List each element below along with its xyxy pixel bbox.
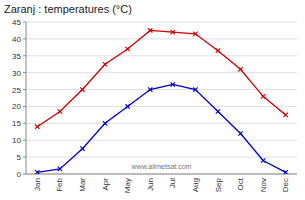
y-tick-label: 25 xyxy=(12,86,21,95)
title: Zaranj : temperatures (°C) xyxy=(4,3,132,15)
x-tick-label: Nov xyxy=(259,178,268,192)
grid-line xyxy=(26,140,297,141)
marker xyxy=(284,170,288,174)
marker xyxy=(58,167,62,171)
grid-line xyxy=(26,157,297,158)
grid xyxy=(26,22,297,174)
marker xyxy=(125,104,129,108)
line xyxy=(37,84,285,172)
marker xyxy=(125,47,129,51)
y-tick-label: 30 xyxy=(12,69,21,78)
marker xyxy=(261,158,265,162)
grid-line xyxy=(26,174,297,175)
marker xyxy=(238,67,242,71)
marker xyxy=(261,94,265,98)
marker xyxy=(80,87,84,91)
marker xyxy=(80,146,84,150)
y-tick-label: 5 xyxy=(17,153,22,162)
marker xyxy=(193,87,197,91)
x-tick-label: Apr xyxy=(101,178,110,191)
x-tick-label: Mar xyxy=(78,178,87,192)
y-tick-label: 20 xyxy=(12,102,21,111)
y-tick-label: 45 xyxy=(12,18,21,27)
x-tick-label: Aug xyxy=(191,178,200,192)
grid-line xyxy=(26,55,297,56)
x-tick-label: Oct xyxy=(236,177,245,190)
marker xyxy=(103,121,107,125)
y-axis xyxy=(26,22,27,174)
marker xyxy=(35,125,39,129)
marker xyxy=(171,82,175,86)
y-tick-label: 15 xyxy=(12,119,21,128)
x-tick-label: Feb xyxy=(55,177,64,191)
x-tick-label: Jun xyxy=(146,178,155,191)
marker xyxy=(193,32,197,36)
marker xyxy=(35,170,39,174)
marker xyxy=(238,131,242,135)
marker xyxy=(148,87,152,91)
grid-line xyxy=(26,22,297,23)
x-tick-label: Sep xyxy=(214,177,223,192)
x-tick-label: Dec xyxy=(281,178,290,192)
marker xyxy=(216,49,220,53)
watermark: www.allmetsat.com xyxy=(131,163,192,170)
marker xyxy=(216,109,220,113)
x-tick-label: May xyxy=(123,178,132,193)
grid-line xyxy=(26,72,297,73)
y-tick-label: 40 xyxy=(12,35,21,44)
grid-line xyxy=(26,106,297,107)
y-tick-label: 0 xyxy=(17,170,22,179)
plot-data xyxy=(35,28,288,174)
x-axis xyxy=(26,174,297,175)
marker xyxy=(148,28,152,32)
x-tick-label: Jan xyxy=(33,178,42,191)
marker xyxy=(284,113,288,117)
marker xyxy=(58,109,62,113)
x-tick-label: Jul xyxy=(168,178,177,188)
grid-line xyxy=(26,38,297,39)
chart: 0 5 10 15 20 25 30 35 40 45 Jan Feb Mar Apr May Jun Jul A… xyxy=(0,0,305,200)
marker xyxy=(171,30,175,34)
grid-line xyxy=(26,123,297,124)
y-tick-label: 10 xyxy=(12,136,21,145)
line xyxy=(37,30,285,126)
marker xyxy=(103,62,107,66)
y-tick-label: 35 xyxy=(12,52,21,61)
